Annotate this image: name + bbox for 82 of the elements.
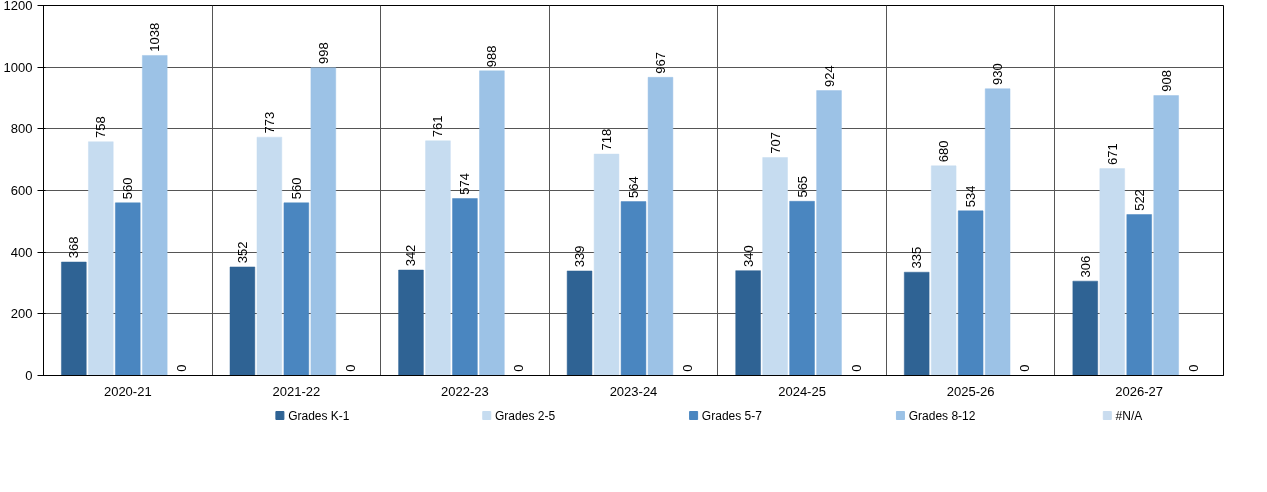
bar <box>735 270 761 376</box>
data-label: 924 <box>821 65 837 87</box>
data-label: 368 <box>66 236 82 259</box>
x-tick-label: 2023-24 <box>609 383 658 399</box>
data-label: 560 <box>120 177 136 200</box>
y-tick-label: 600 <box>10 183 33 198</box>
bar <box>142 55 168 376</box>
data-label: 761 <box>430 115 446 138</box>
data-label: 908 <box>1158 70 1174 92</box>
bar <box>984 88 1011 376</box>
bar <box>115 202 141 376</box>
bar <box>1126 214 1152 376</box>
data-label: 1038 <box>147 22 163 52</box>
data-label: 574 <box>457 173 473 195</box>
bar <box>816 90 842 376</box>
legend-label: Grades 2-5 <box>495 408 556 423</box>
legend-label: Grades 5-7 <box>701 408 763 423</box>
bar <box>620 201 647 376</box>
bar <box>479 70 505 376</box>
legend-label: #N/A <box>1115 408 1143 423</box>
data-label: 758 <box>93 116 109 139</box>
data-label: 340 <box>740 245 756 267</box>
data-label: 0 <box>511 364 527 372</box>
bar <box>452 198 478 376</box>
data-label: 522 <box>1131 189 1147 211</box>
data-label: 342 <box>403 244 419 267</box>
bar <box>229 266 256 376</box>
legend-label: Grades K-1 <box>288 408 350 423</box>
x-tick-label: 2020-21 <box>103 383 152 399</box>
bar <box>1072 280 1098 376</box>
data-label: 339 <box>572 245 588 268</box>
data-label: 967 <box>652 51 668 74</box>
bar <box>61 261 87 376</box>
data-label: 998 <box>315 42 331 65</box>
bar <box>1153 95 1179 376</box>
x-tick-label: 2026-27 <box>1115 383 1164 399</box>
data-label: 930 <box>990 63 1006 86</box>
y-tick-label: 1000 <box>3 59 33 75</box>
data-label: 773 <box>261 111 277 134</box>
y-tick-label: 1200 <box>3 0 33 13</box>
data-label: 718 <box>599 128 615 151</box>
bar <box>762 157 788 376</box>
y-tick-label: 200 <box>10 306 33 322</box>
bar <box>789 201 815 376</box>
data-label: 0 <box>1017 364 1033 372</box>
data-label: 0 <box>848 364 864 372</box>
y-tick-label: 0 <box>25 368 33 383</box>
data-label: 565 <box>794 175 810 198</box>
bar <box>647 77 674 376</box>
data-label: 0 <box>1185 364 1201 372</box>
y-tick-label: 800 <box>10 121 33 137</box>
data-label: 534 <box>963 185 979 208</box>
bar <box>957 210 984 376</box>
x-tick-label: 2024-25 <box>778 383 826 399</box>
data-label: 352 <box>234 241 250 264</box>
bar <box>593 153 620 376</box>
bar <box>310 67 336 376</box>
bar <box>425 140 451 376</box>
x-tick-label: 2025-26 <box>946 383 995 399</box>
data-label: 564 <box>626 176 641 198</box>
data-label: 988 <box>484 45 500 68</box>
data-label: 335 <box>909 246 925 269</box>
x-tick-label: 2022-23 <box>441 383 489 399</box>
bar <box>88 141 114 376</box>
data-label: 671 <box>1104 143 1120 165</box>
y-tick-label: 400 <box>10 244 33 260</box>
data-label: 0 <box>679 364 695 372</box>
data-label: 707 <box>767 132 783 154</box>
bar <box>1099 168 1125 376</box>
legend-label: Grades 8-12 <box>908 408 976 423</box>
bar <box>904 271 930 376</box>
data-label: 0 <box>342 364 358 372</box>
data-label: 306 <box>1077 255 1093 278</box>
bar <box>283 202 310 376</box>
bar <box>256 136 283 376</box>
bar <box>566 270 593 376</box>
data-label: 560 <box>288 177 304 200</box>
data-label: 0 <box>174 364 190 372</box>
bar <box>931 165 957 376</box>
x-tick-label: 2021-22 <box>272 383 321 399</box>
data-label: 680 <box>936 140 952 163</box>
bar <box>398 269 424 376</box>
